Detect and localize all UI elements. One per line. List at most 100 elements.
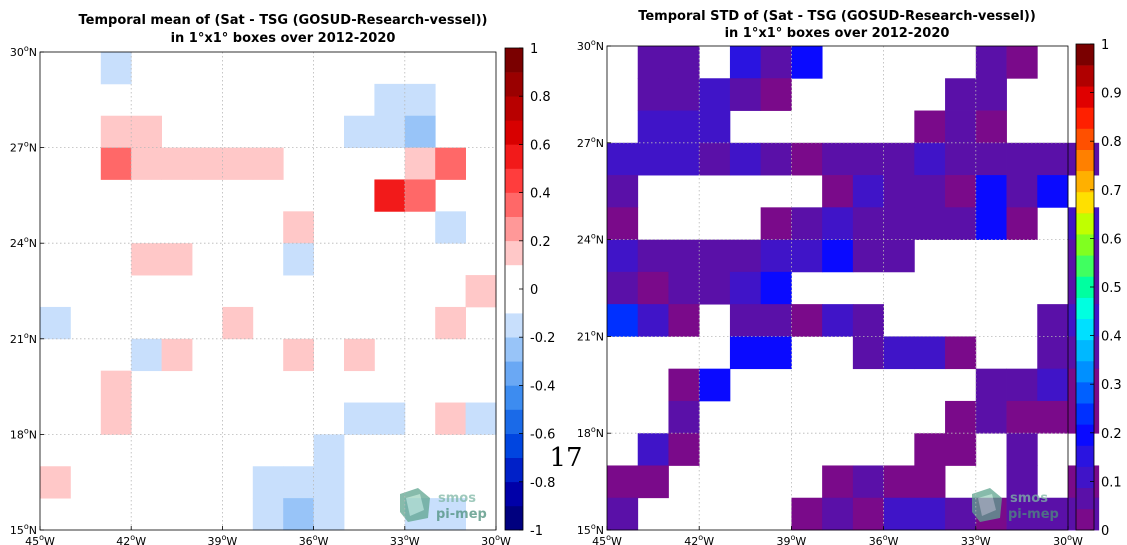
y-tick-degree: 21 <box>577 330 591 343</box>
degree-symbol: o <box>24 140 29 149</box>
heatmap-cell <box>465 402 497 435</box>
heatmap-cell <box>1006 207 1038 240</box>
degree-symbol: o <box>495 533 500 542</box>
heatmap-cell <box>131 338 162 372</box>
y-tick-degree: 24 <box>577 234 591 247</box>
heatmap-cell <box>1037 400 1069 434</box>
heatmap-cell <box>1037 336 1069 370</box>
chart-title-line1: Temporal STD of (Sat - TSG (GOSUD-Resear… <box>638 9 1036 24</box>
colorbar-tick-label: 1 <box>1101 38 1109 53</box>
colorbar-segment <box>505 337 523 362</box>
plot-frame <box>39 51 497 531</box>
colorbar-segment <box>1076 445 1094 467</box>
colorbar-segment <box>505 120 523 145</box>
heatmap-cell <box>822 142 854 176</box>
colorbar-segment <box>1076 466 1094 489</box>
x-tick-degree: 39 <box>777 535 791 545</box>
heatmap-cell <box>161 338 193 372</box>
heatmap-cell <box>791 46 823 79</box>
colorbar-segment <box>505 289 523 314</box>
heatmap-cell <box>822 239 854 273</box>
y-tick-label: 24oN <box>577 232 604 247</box>
colorbar-segment <box>1076 65 1094 87</box>
y-tick-label: 21oN <box>10 331 37 346</box>
colorbar-segment <box>1076 360 1094 383</box>
heatmap-cell <box>699 239 731 273</box>
x-tick-label: 36oW <box>299 533 329 545</box>
heatmap-cell <box>852 465 884 499</box>
heatmap-cell <box>852 142 884 176</box>
heatmap-cell <box>914 433 946 466</box>
heatmap-cell <box>222 306 254 340</box>
heatmap-cells <box>40 52 497 531</box>
heatmap-cell <box>344 402 375 435</box>
y-tick-label: 30oN <box>10 44 37 59</box>
x-tick-label: 39oW <box>777 533 807 545</box>
x-tick-degree: 36 <box>299 535 313 545</box>
colorbar-tick-label: 0.8 <box>1101 135 1122 150</box>
y-tick-label: 30oN <box>577 38 604 53</box>
heatmap-cell <box>852 207 884 240</box>
heatmap-cell <box>791 239 823 273</box>
heatmap-cell <box>975 46 1007 79</box>
colorbar-tick-label: 0.3 <box>1101 378 1122 393</box>
heatmap-cell <box>100 115 132 148</box>
x-tick-label: 33oW <box>961 533 991 545</box>
x-tick-degree: 30 <box>481 535 495 545</box>
colorbar-segment <box>1076 339 1094 362</box>
x-tick-degree: 45 <box>592 535 606 545</box>
heatmap-cell <box>883 497 915 531</box>
heatmap-cell <box>729 336 762 370</box>
heatmap-cell <box>945 433 977 466</box>
degree-symbol: o <box>24 331 29 340</box>
colorbar-tick-label: 0.6 <box>530 138 551 153</box>
heatmap-cell <box>637 465 669 499</box>
heatmap-cell <box>313 466 345 499</box>
y-tick-degree: 18 <box>577 427 591 440</box>
colorbar-segment <box>505 313 523 338</box>
heatmap-cell <box>699 110 731 144</box>
heatmap-cell <box>607 239 639 273</box>
degree-symbol: o <box>130 533 135 542</box>
x-tick-degree: 39 <box>208 535 222 545</box>
colorbar-tick-label: 0 <box>530 283 538 298</box>
std-heatmap-chart: Temporal STD of (Sat - TSG (GOSUD-Resear… <box>577 9 1122 545</box>
y-tick-hemisphere: N <box>29 46 37 59</box>
colorbar-tick-label: 0.5 <box>1101 281 1122 296</box>
x-tick-label: 42oW <box>684 533 714 545</box>
degree-symbol: o <box>975 533 980 542</box>
heatmap-cell <box>1037 142 1069 176</box>
heatmap-cell <box>945 110 977 144</box>
heatmap-cell <box>975 110 1007 144</box>
heatmap-cell <box>883 465 915 499</box>
x-tick-degree: 42 <box>116 535 130 545</box>
heatmap-cell <box>283 211 314 244</box>
heatmap-cell <box>40 306 71 340</box>
heatmap-cell <box>1037 368 1069 402</box>
heatmap-cell <box>729 239 762 273</box>
heatmap-cell <box>760 304 792 337</box>
heatmap-cell <box>435 147 466 180</box>
heatmap-cell <box>435 498 466 531</box>
heatmap-cell <box>283 243 314 276</box>
colorbar-segment <box>505 168 523 193</box>
x-tick-degree: 33 <box>961 535 975 545</box>
y-tick-degree: 15 <box>10 524 24 537</box>
heatmap-cell <box>883 336 915 370</box>
x-tick-hemisphere: W <box>44 535 55 545</box>
heatmap-cell <box>760 142 792 176</box>
heatmap-cell <box>100 402 132 435</box>
chart-title-line2: in 1°x1° boxes over 2012-2020 <box>725 26 950 41</box>
heatmap-cell <box>914 465 946 499</box>
heatmap-cell <box>637 46 669 79</box>
heatmap-cell <box>607 304 639 337</box>
y-tick-label: 27oN <box>10 140 37 155</box>
heatmap-cell <box>852 497 884 531</box>
colorbar-segment <box>505 144 523 169</box>
heatmap-cell <box>668 400 700 434</box>
heatmap-cell <box>131 115 162 148</box>
heatmap-cell <box>607 497 639 531</box>
heatmap-cell <box>252 498 284 531</box>
heatmap-cell <box>637 271 669 305</box>
heatmap-cell <box>313 434 345 467</box>
